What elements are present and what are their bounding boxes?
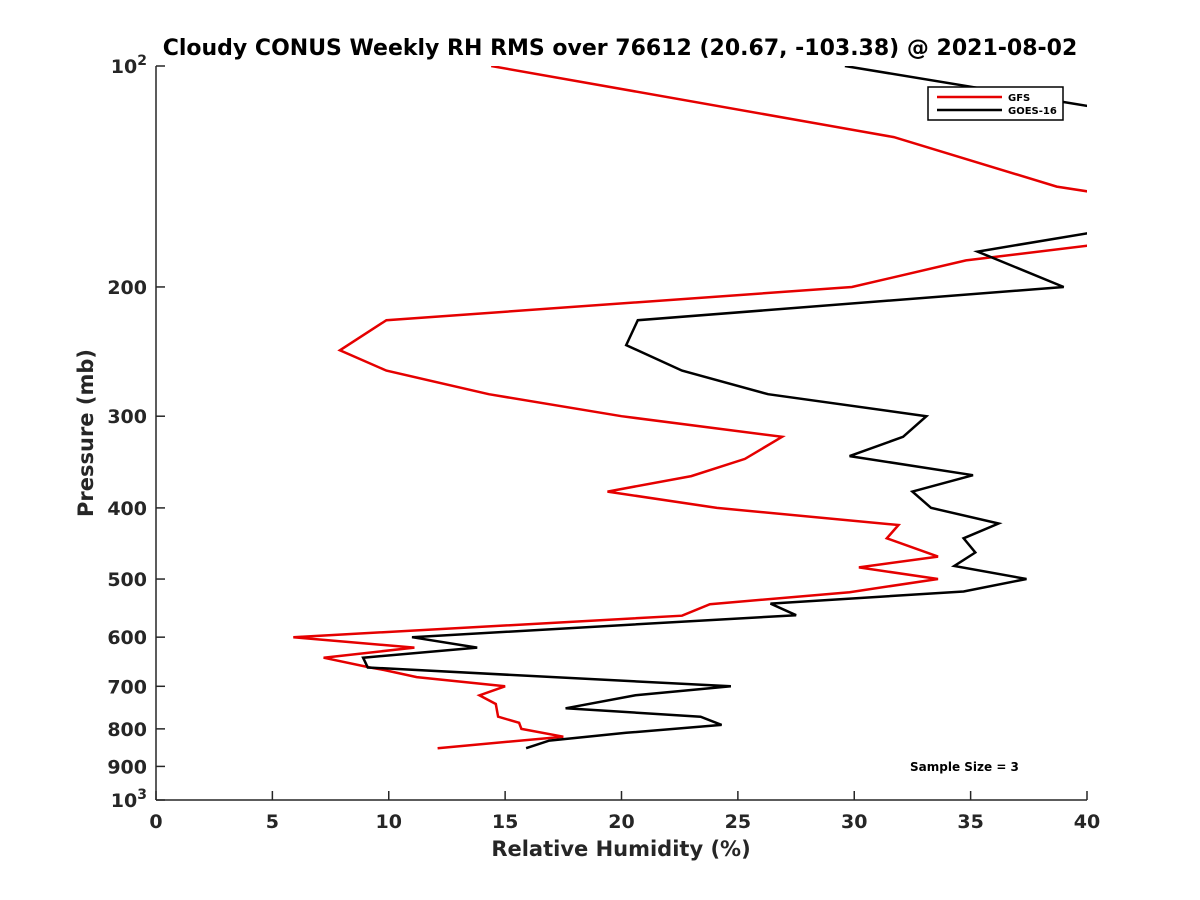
x-tick-label: 15	[492, 811, 518, 833]
y-tick-label: 300	[107, 406, 147, 428]
y-tick-label: 800	[107, 719, 147, 741]
x-tick-label: 20	[608, 811, 634, 833]
x-tick-label: 25	[725, 811, 751, 833]
x-axis-ticks: 0 5 10 15 20 25 30 35 40	[149, 791, 1100, 833]
series-line-gfs	[293, 66, 1087, 750]
x-tick-label: 10	[376, 811, 402, 833]
series-layer	[293, 66, 1087, 750]
legend: GFS GOES-16	[927, 86, 1064, 121]
x-tick-label: 35	[957, 811, 983, 833]
chart-title: Cloudy CONUS Weekly RH RMS over 76612 (2…	[163, 36, 1078, 61]
sample-size-annotation: Sample Size = 3	[910, 760, 1019, 774]
y-tick-label: 900	[107, 756, 147, 778]
legend-label-goes16: GOES-16	[1008, 106, 1057, 117]
legend-label-gfs: GFS	[1008, 93, 1030, 104]
y-tick-label: 600	[107, 627, 147, 649]
x-tick-label: 30	[841, 811, 867, 833]
x-axis-label: Relative Humidity (%)	[491, 837, 750, 861]
x-tick-label: 40	[1074, 811, 1100, 833]
y-tick-label: 400	[107, 498, 147, 520]
y-tick-label: 500	[107, 569, 147, 591]
y-axis-label: Pressure (mb)	[74, 349, 98, 517]
y-tick-label: 700	[107, 676, 147, 698]
x-tick-label: 5	[266, 811, 279, 833]
series-line-goes16	[361, 66, 1087, 750]
y-tick-label: 200	[107, 277, 147, 299]
legend-box	[927, 86, 1064, 121]
y-tick-label: 102	[111, 53, 147, 78]
x-tick-label: 0	[149, 811, 162, 833]
plot-area: 0 5 10 15 20 25 30 35 40 102 200 300 400 500 600 700 80…	[107, 53, 1100, 833]
